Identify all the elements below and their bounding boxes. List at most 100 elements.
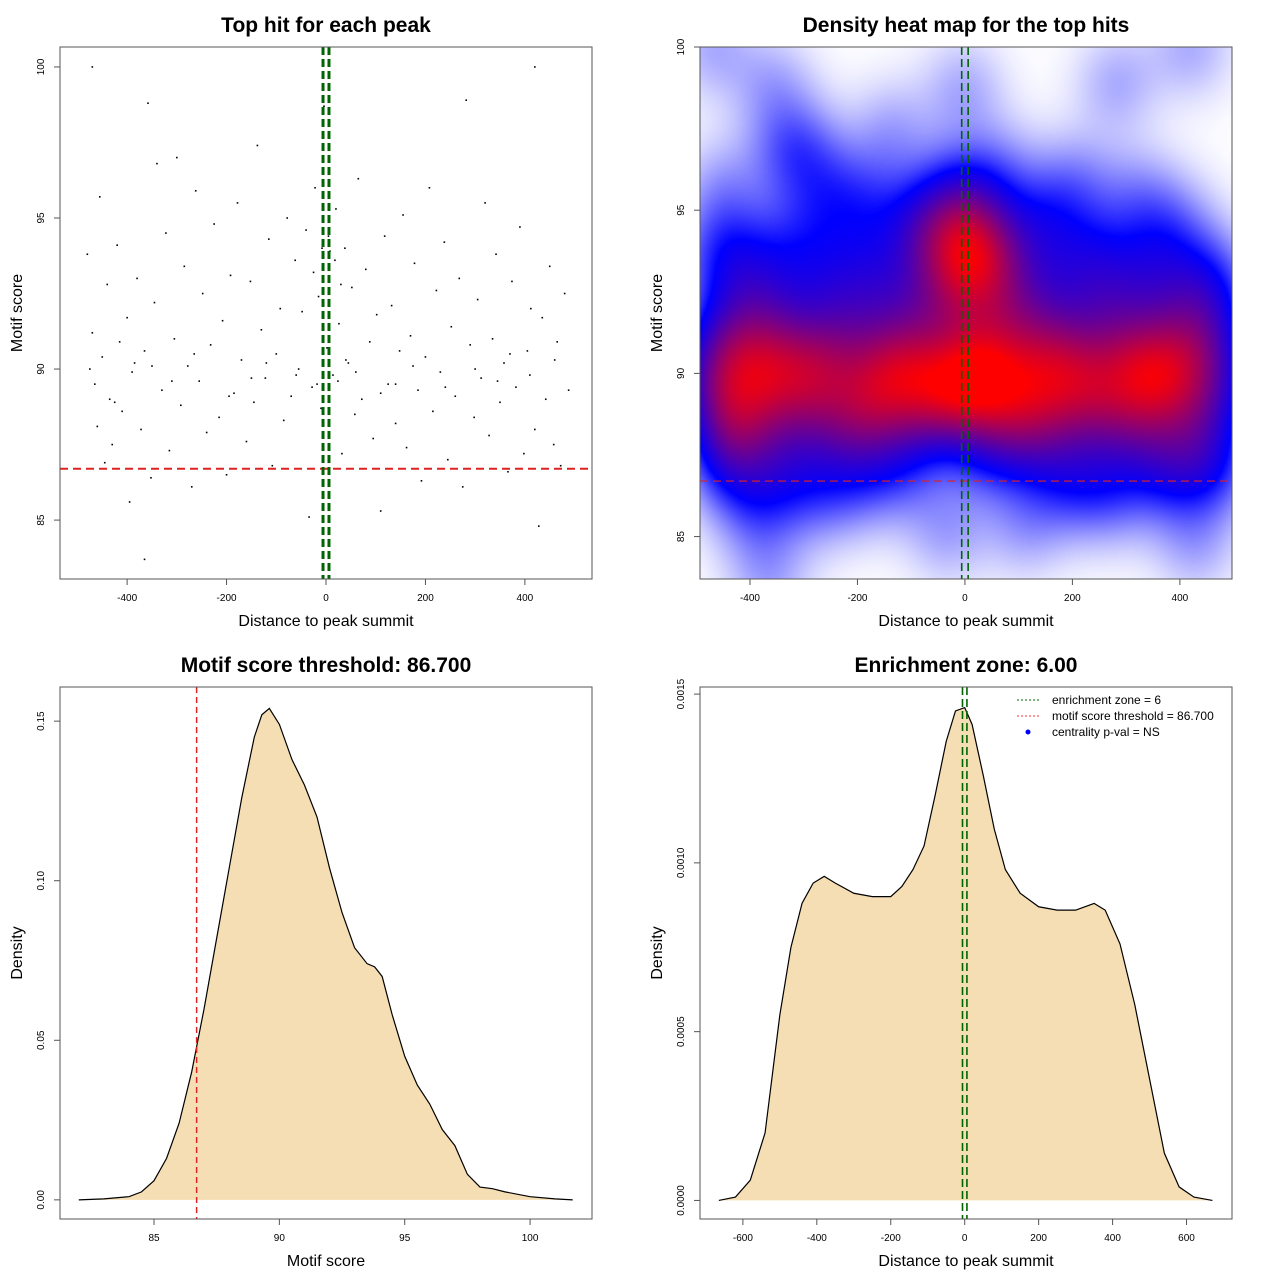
data-point xyxy=(236,202,239,204)
plot-frame xyxy=(59,46,593,580)
legend-point-icon xyxy=(1025,729,1031,735)
data-point xyxy=(420,480,423,482)
data-point xyxy=(295,374,297,376)
data-point xyxy=(530,307,532,310)
data-point xyxy=(354,413,356,416)
data-point xyxy=(443,241,446,243)
data-point xyxy=(495,253,497,256)
data-point xyxy=(86,253,89,256)
data-point xyxy=(454,395,457,398)
data-point xyxy=(311,386,313,388)
data-point xyxy=(417,389,419,391)
data-point xyxy=(469,344,471,346)
data-point xyxy=(183,265,186,268)
data-point xyxy=(108,398,111,401)
data-point xyxy=(563,292,566,295)
data-point xyxy=(326,347,328,349)
data-point xyxy=(556,341,558,343)
y-axis-label: Density xyxy=(649,926,666,979)
x-tick-label: 400 xyxy=(1172,593,1189,604)
data-point xyxy=(229,274,232,277)
data-point xyxy=(201,292,204,295)
data-point xyxy=(305,229,307,231)
data-point xyxy=(529,374,531,376)
data-point xyxy=(147,102,149,104)
data-point xyxy=(541,316,544,319)
x-tick-label: -200 xyxy=(847,593,867,604)
data-point xyxy=(312,271,315,274)
data-point xyxy=(538,525,540,527)
data-point xyxy=(101,356,104,358)
data-point xyxy=(355,371,357,373)
panel-3: Motif score threshold: 86.700 Motif score… xyxy=(9,654,593,1270)
data-point xyxy=(534,428,536,431)
data-point xyxy=(275,353,278,355)
data-point xyxy=(544,398,547,401)
data-point xyxy=(133,362,136,364)
data-point xyxy=(140,428,142,431)
data-point xyxy=(168,449,171,452)
y-tick-label: 0.05 xyxy=(36,1030,47,1050)
data-point xyxy=(250,377,253,379)
data-point xyxy=(314,186,316,189)
data-point xyxy=(106,283,109,286)
data-point xyxy=(253,401,255,404)
data-point xyxy=(548,265,551,268)
x-tick-label: 200 xyxy=(1030,1233,1047,1244)
data-point xyxy=(387,383,389,385)
data-point xyxy=(432,410,434,413)
data-point xyxy=(297,368,300,370)
legend-label: enrichment zone = 6 xyxy=(1052,693,1161,707)
data-point xyxy=(316,383,318,385)
chart-title: Top hit for each peak xyxy=(221,14,431,37)
data-point xyxy=(458,277,461,280)
x-tick-label: -200 xyxy=(881,1233,901,1244)
data-point xyxy=(553,359,556,361)
data-point xyxy=(424,356,427,358)
data-point xyxy=(150,476,152,479)
data-point xyxy=(341,452,343,455)
data-point xyxy=(335,208,337,210)
data-point xyxy=(444,386,447,388)
data-point xyxy=(151,365,153,367)
data-point xyxy=(534,66,536,68)
data-point xyxy=(180,404,182,407)
data-point xyxy=(268,238,270,240)
y-tick-label: 85 xyxy=(36,514,47,526)
x-tick-label: 95 xyxy=(399,1233,411,1244)
data-point xyxy=(173,338,176,340)
data-point xyxy=(394,422,397,425)
data-point xyxy=(465,99,468,101)
data-point xyxy=(294,259,296,262)
x-tick-label: -400 xyxy=(117,593,137,604)
data-point xyxy=(131,371,133,373)
y-axis-label: Motif score xyxy=(9,274,26,352)
data-point xyxy=(136,277,138,280)
chart-title: Density heat map for the top hits xyxy=(803,14,1130,37)
y-tick-label: 0.0015 xyxy=(676,678,687,709)
data-point xyxy=(552,443,555,446)
x-tick-label: -200 xyxy=(217,593,237,604)
data-point xyxy=(264,377,267,379)
data-point xyxy=(221,319,224,322)
data-point xyxy=(190,486,193,488)
data-point xyxy=(567,389,570,391)
legend-label: centrality p-val = NS xyxy=(1052,725,1160,739)
data-point xyxy=(103,461,106,464)
y-tick-label: 0.10 xyxy=(36,871,47,891)
x-tick-label: 0 xyxy=(962,593,968,604)
chart-title: Motif score threshold: 86.700 xyxy=(181,654,472,677)
data-point xyxy=(496,380,499,382)
data-point xyxy=(340,283,342,286)
x-axis-label: Distance to peak summit xyxy=(878,613,1054,630)
y-tick-label: 90 xyxy=(36,363,47,375)
x-axis-label: Distance to peak summit xyxy=(878,1253,1054,1270)
data-point xyxy=(301,310,303,313)
plot-frame xyxy=(699,686,1233,1220)
data-point xyxy=(111,443,114,446)
x-axis-label: Motif score xyxy=(287,1253,365,1270)
data-point xyxy=(409,335,412,337)
data-point xyxy=(360,398,363,401)
data-point xyxy=(153,301,156,304)
